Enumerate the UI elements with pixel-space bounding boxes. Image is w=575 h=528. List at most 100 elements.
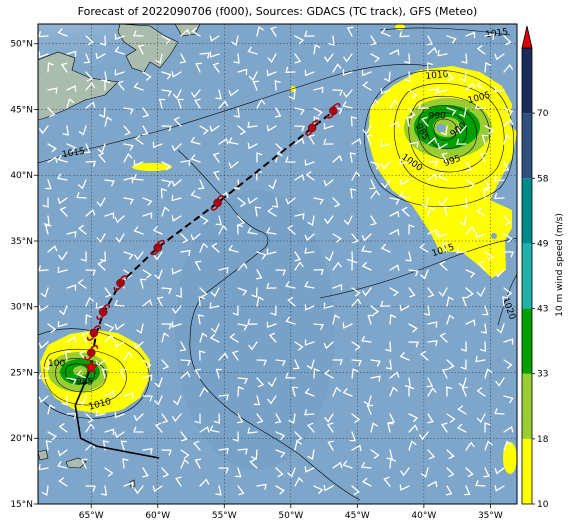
wind-barb <box>389 386 398 397</box>
wind-barb <box>47 62 54 73</box>
lat-tick-label: 20°N <box>10 434 33 444</box>
wind-barb <box>78 179 87 190</box>
isobar-label: 990 <box>429 112 446 122</box>
wind-barb <box>275 485 285 495</box>
wind-barb <box>173 395 182 406</box>
colorbar-segment <box>522 438 532 504</box>
wind-barb <box>248 341 258 351</box>
wind-barb <box>114 299 125 307</box>
wind-barb <box>456 423 467 433</box>
wind-barb <box>115 233 125 243</box>
wind-barb <box>123 269 133 279</box>
wind-barb <box>57 197 68 205</box>
wind-barb <box>370 449 380 459</box>
wind-barb <box>401 206 410 217</box>
wind-barbs <box>38 26 514 496</box>
wind-barb <box>266 282 277 289</box>
wind-barb <box>443 206 451 217</box>
wind-barb <box>123 107 134 115</box>
colorbar-tick-label: 18 <box>537 435 549 445</box>
wind-barb <box>313 197 324 205</box>
wind-barb <box>420 269 429 280</box>
wind-barb <box>332 89 343 96</box>
wind-barb <box>256 413 264 424</box>
wind-barb <box>465 287 474 298</box>
wind-barb <box>161 161 172 171</box>
wind-barb <box>137 44 145 55</box>
wind-barb <box>61 395 68 406</box>
wind-barb <box>441 152 448 163</box>
wind-barb <box>370 215 377 226</box>
wind-barb <box>481 134 489 145</box>
lat-tick-label: 40°N <box>10 171 33 181</box>
wind-barb <box>191 27 201 37</box>
wind-barb <box>161 359 170 370</box>
wind-barb <box>503 63 513 73</box>
wind-barb <box>215 485 222 496</box>
wind-barb <box>389 458 396 469</box>
wind-barb <box>408 287 416 298</box>
wind-barb <box>66 377 77 385</box>
wind-barb <box>427 206 436 217</box>
wind-barb <box>237 485 245 496</box>
wind-barb <box>237 386 244 397</box>
wind-barb <box>389 371 400 379</box>
wind-barb <box>99 35 106 46</box>
wind-barb <box>495 377 505 387</box>
wind-barb <box>99 251 107 262</box>
wind-barb <box>503 35 512 46</box>
isobar-label: 1015 <box>485 27 509 40</box>
wind-barb <box>419 243 429 253</box>
wind-barb <box>78 125 87 136</box>
wind-barb <box>218 352 229 361</box>
wind-barb <box>104 390 115 398</box>
wind-barb <box>503 118 514 127</box>
wind-barb <box>326 422 334 433</box>
wind-barb <box>503 215 512 226</box>
wind-barb <box>59 305 68 316</box>
wind-barb <box>47 143 57 153</box>
wind-barb <box>427 340 438 347</box>
wind-barb <box>161 449 172 456</box>
wind-barb <box>446 386 453 397</box>
wind-barb <box>237 68 248 76</box>
wind-barb <box>171 413 182 422</box>
wind-barb <box>247 142 258 150</box>
wind-barb <box>304 30 315 37</box>
wind-barb <box>323 302 334 310</box>
wind-barb <box>47 245 58 253</box>
wind-barb <box>122 458 129 469</box>
wind-barb <box>389 49 400 56</box>
wind-barb <box>308 134 315 145</box>
wind-barb <box>247 46 258 55</box>
wind-barb <box>251 287 258 298</box>
wind-barb <box>426 377 434 388</box>
wind-barb <box>267 395 277 405</box>
wind-barb <box>496 323 505 334</box>
wind-barb <box>228 161 239 169</box>
wind-barb <box>256 251 267 260</box>
wind-barb <box>484 368 493 379</box>
wind-barb <box>249 458 258 469</box>
wind-barb <box>304 233 315 242</box>
wind-barb <box>285 372 296 379</box>
wind-barb <box>85 209 96 217</box>
wind-barb <box>342 69 353 76</box>
wind-barb <box>332 359 343 366</box>
wind-barb <box>427 480 438 488</box>
wind-barb <box>268 179 277 190</box>
wind-barb <box>351 368 359 379</box>
wind-barb <box>41 485 49 496</box>
wind-barb <box>198 296 205 307</box>
wind-barb <box>266 321 277 329</box>
colorbar-segment <box>522 373 532 439</box>
wind-barb <box>480 323 487 334</box>
wind-barb <box>484 440 493 451</box>
wind-barb <box>361 233 372 242</box>
wind-barb <box>133 426 144 433</box>
colorbar-tick-label: 10 <box>537 500 549 510</box>
wind-barb <box>57 449 68 457</box>
wind-barb <box>236 413 244 424</box>
wind-barb <box>494 269 505 278</box>
wind-barb <box>294 440 302 451</box>
